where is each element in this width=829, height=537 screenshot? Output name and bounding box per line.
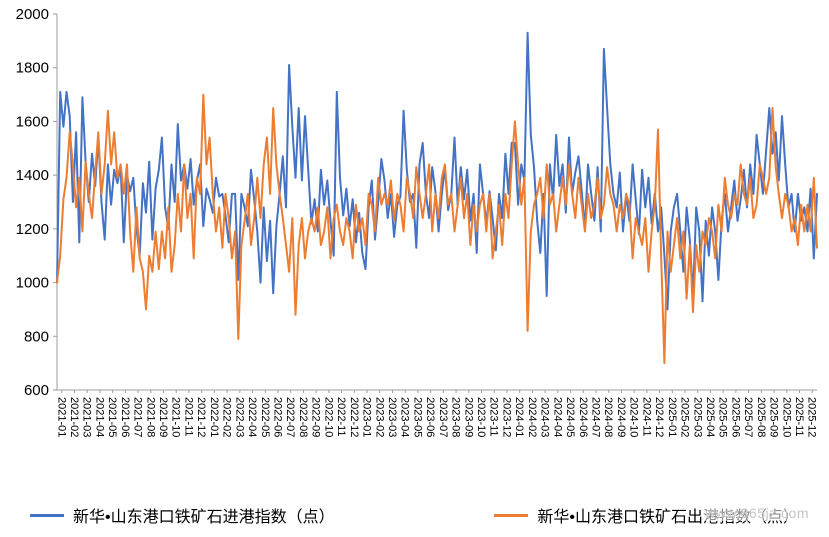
svg-text:2022-02: 2022-02 <box>221 397 233 437</box>
watermark: www.365jz.com <box>703 505 811 521</box>
svg-text:2022-05: 2022-05 <box>259 397 271 437</box>
svg-text:1200: 1200 <box>16 221 49 238</box>
svg-text:2023-12: 2023-12 <box>500 397 512 437</box>
svg-text:2025-07: 2025-07 <box>742 397 754 437</box>
svg-text:2024-01: 2024-01 <box>513 397 525 437</box>
svg-text:2021-12: 2021-12 <box>195 397 207 437</box>
svg-text:2024-04: 2024-04 <box>551 397 563 437</box>
svg-text:2021-06: 2021-06 <box>119 397 131 437</box>
svg-text:1800: 1800 <box>16 60 49 77</box>
svg-text:1600: 1600 <box>16 113 49 130</box>
svg-text:2024-11: 2024-11 <box>640 397 652 437</box>
svg-text:2025-12: 2025-12 <box>806 397 818 437</box>
svg-text:2022-12: 2022-12 <box>348 397 360 437</box>
svg-text:800: 800 <box>24 328 49 345</box>
svg-text:2021-08: 2021-08 <box>144 397 156 437</box>
svg-text:2025-09: 2025-09 <box>768 397 780 437</box>
svg-text:2021-09: 2021-09 <box>157 397 169 437</box>
svg-text:2022-09: 2022-09 <box>310 397 322 437</box>
svg-text:2023-09: 2023-09 <box>462 397 474 437</box>
svg-text:2024-02: 2024-02 <box>526 397 538 437</box>
svg-text:2022-04: 2022-04 <box>246 397 258 437</box>
svg-text:2022-06: 2022-06 <box>272 397 284 437</box>
svg-text:2025-04: 2025-04 <box>704 397 716 437</box>
svg-text:2024-06: 2024-06 <box>577 397 589 437</box>
svg-text:2024-07: 2024-07 <box>589 397 601 437</box>
svg-text:2025-03: 2025-03 <box>691 397 703 437</box>
legend-label-inbound: 新华•山东港口铁矿石进港指数（点） <box>73 509 335 526</box>
svg-text:2022-07: 2022-07 <box>284 397 296 437</box>
svg-text:2024-08: 2024-08 <box>602 397 614 437</box>
svg-text:2022-11: 2022-11 <box>335 397 347 437</box>
svg-text:2024-10: 2024-10 <box>628 397 640 437</box>
svg-text:2021-05: 2021-05 <box>106 397 118 437</box>
svg-text:2024-09: 2024-09 <box>615 397 627 437</box>
svg-text:2021-11: 2021-11 <box>182 397 194 437</box>
svg-text:1400: 1400 <box>16 167 49 184</box>
svg-text:2023-05: 2023-05 <box>411 397 423 437</box>
svg-text:2023-10: 2023-10 <box>475 397 487 437</box>
svg-text:2022-08: 2022-08 <box>297 397 309 437</box>
svg-text:2023-03: 2023-03 <box>386 397 398 437</box>
svg-text:2023-02: 2023-02 <box>373 397 385 437</box>
svg-text:2025-06: 2025-06 <box>729 397 741 437</box>
svg-text:2021-03: 2021-03 <box>81 397 93 437</box>
svg-text:2023-11: 2023-11 <box>488 397 500 437</box>
svg-text:2025-08: 2025-08 <box>755 397 767 437</box>
svg-text:600: 600 <box>24 382 49 399</box>
svg-text:2023-06: 2023-06 <box>424 397 436 437</box>
svg-text:2024-12: 2024-12 <box>653 397 665 437</box>
svg-text:2023-04: 2023-04 <box>399 397 411 437</box>
svg-text:2023-01: 2023-01 <box>361 397 373 437</box>
svg-text:2021-01: 2021-01 <box>55 397 67 437</box>
svg-text:1000: 1000 <box>16 275 49 292</box>
svg-text:2021-04: 2021-04 <box>93 397 105 437</box>
svg-text:2021-10: 2021-10 <box>170 397 182 437</box>
svg-text:2021-02: 2021-02 <box>68 397 80 437</box>
svg-text:2025-01: 2025-01 <box>666 397 678 437</box>
svg-text:2024-03: 2024-03 <box>539 397 551 437</box>
svg-text:2000: 2000 <box>16 6 49 23</box>
svg-text:2025-11: 2025-11 <box>793 397 805 437</box>
svg-text:2024-05: 2024-05 <box>564 397 576 437</box>
svg-text:2023-08: 2023-08 <box>450 397 462 437</box>
svg-text:2022-03: 2022-03 <box>233 397 245 437</box>
svg-text:2021-07: 2021-07 <box>132 397 144 437</box>
svg-text:2025-05: 2025-05 <box>717 397 729 437</box>
legend-line-blue-icon <box>30 513 64 517</box>
svg-text:2023-07: 2023-07 <box>437 397 449 437</box>
legend-line-orange-icon <box>494 513 529 517</box>
svg-text:2025-10: 2025-10 <box>780 397 792 437</box>
svg-text:2025-02: 2025-02 <box>679 397 691 437</box>
svg-text:2022-10: 2022-10 <box>322 397 334 437</box>
legend-item-inbound-index: 新华•山东港口铁矿石进港指数（点） <box>30 503 335 527</box>
svg-text:2022-01: 2022-01 <box>208 397 220 437</box>
